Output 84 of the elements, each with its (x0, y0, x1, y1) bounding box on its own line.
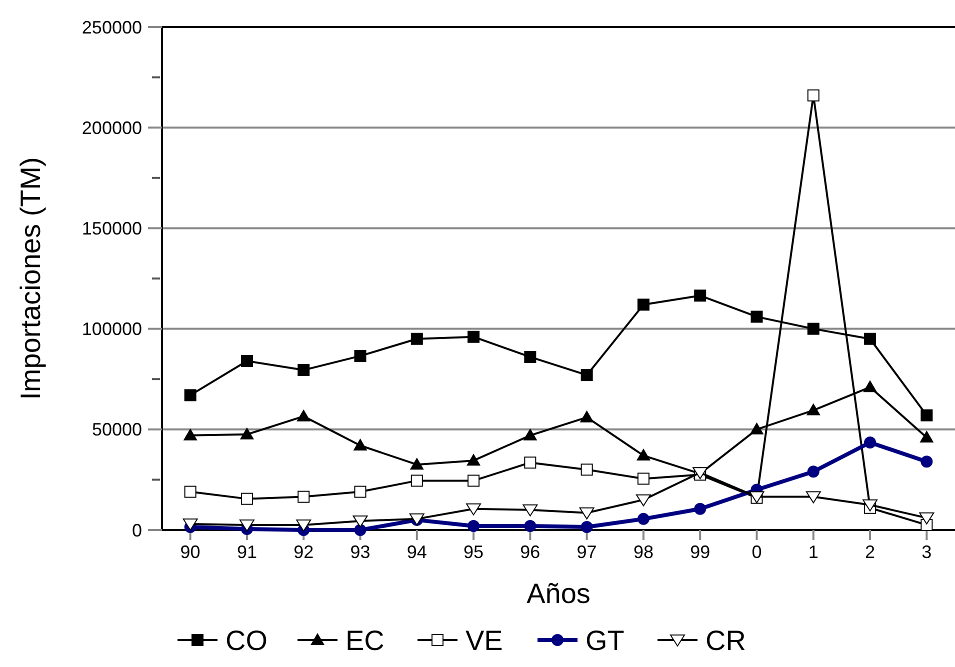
point (579, 507, 594, 520)
x-tick-label: 94 (406, 542, 427, 562)
point (807, 466, 820, 478)
point (637, 472, 650, 485)
point (863, 380, 878, 392)
x-tick-label: 93 (350, 542, 370, 562)
y-tick-label: 150000 (82, 218, 142, 238)
point (637, 298, 650, 311)
point (354, 350, 366, 362)
point (524, 350, 536, 363)
point (182, 518, 198, 530)
point (806, 491, 821, 504)
point (750, 310, 763, 323)
point (636, 494, 651, 506)
point (864, 332, 876, 345)
point (466, 454, 481, 466)
x-tick-label: 96 (520, 542, 540, 562)
point (524, 520, 536, 532)
point (240, 427, 254, 440)
point (410, 474, 423, 487)
point (524, 456, 536, 469)
point (296, 519, 312, 532)
x-tick-label: 3 (922, 542, 932, 562)
point (468, 330, 480, 343)
legend-label: EC (346, 624, 384, 656)
x-tick-label: 0 (752, 542, 762, 562)
point (806, 403, 820, 416)
point (240, 492, 253, 505)
point (636, 448, 650, 461)
x-tick-label: 91 (236, 542, 257, 562)
point (296, 409, 311, 422)
point (920, 430, 934, 442)
point (694, 502, 706, 515)
point (239, 519, 254, 532)
y-tick-label: 250000 (82, 17, 142, 38)
legend-label: GT (586, 624, 624, 656)
point (354, 524, 366, 536)
point (864, 436, 876, 448)
x-tick-label: 92 (294, 542, 314, 562)
point (750, 422, 764, 434)
point (352, 515, 368, 528)
y-tick-label: 200000 (82, 118, 142, 138)
point (468, 520, 480, 532)
point (637, 512, 650, 525)
y-axis-title: Importaciones (TM) (15, 157, 46, 400)
point (862, 499, 878, 512)
point (298, 364, 310, 376)
point (580, 464, 593, 476)
legend-label: CO (226, 624, 268, 656)
point (184, 389, 196, 402)
point (920, 409, 933, 422)
y-tick-label: 0 (132, 520, 142, 540)
x-tick-label: 97 (576, 542, 597, 562)
point (580, 520, 593, 533)
point (410, 332, 423, 345)
x-tick-label: 1 (808, 542, 818, 562)
y-tick-label: 100000 (82, 319, 142, 340)
point (184, 486, 196, 498)
point (919, 512, 934, 524)
point (240, 354, 253, 367)
x-tick-label: 95 (464, 542, 484, 562)
point (580, 410, 594, 422)
point (183, 428, 198, 440)
x-tick-label: 2 (865, 542, 876, 562)
legend-label: VE (466, 624, 503, 656)
point (468, 474, 480, 487)
x-tick-label: 99 (690, 542, 710, 562)
point (807, 89, 820, 102)
y-tick-label: 50000 (92, 420, 142, 440)
point (353, 438, 368, 450)
x-tick-label: 90 (180, 542, 200, 562)
x-tick-label: 98 (633, 542, 654, 562)
point (354, 486, 366, 498)
point (523, 428, 538, 440)
legend-label: CR (706, 624, 746, 656)
point (522, 504, 538, 516)
point (580, 369, 593, 382)
point (298, 490, 310, 503)
point (410, 458, 424, 470)
point (694, 290, 706, 302)
point (920, 456, 933, 468)
point (466, 503, 482, 516)
point (807, 322, 820, 335)
x-axis-title: Años (526, 578, 590, 609)
